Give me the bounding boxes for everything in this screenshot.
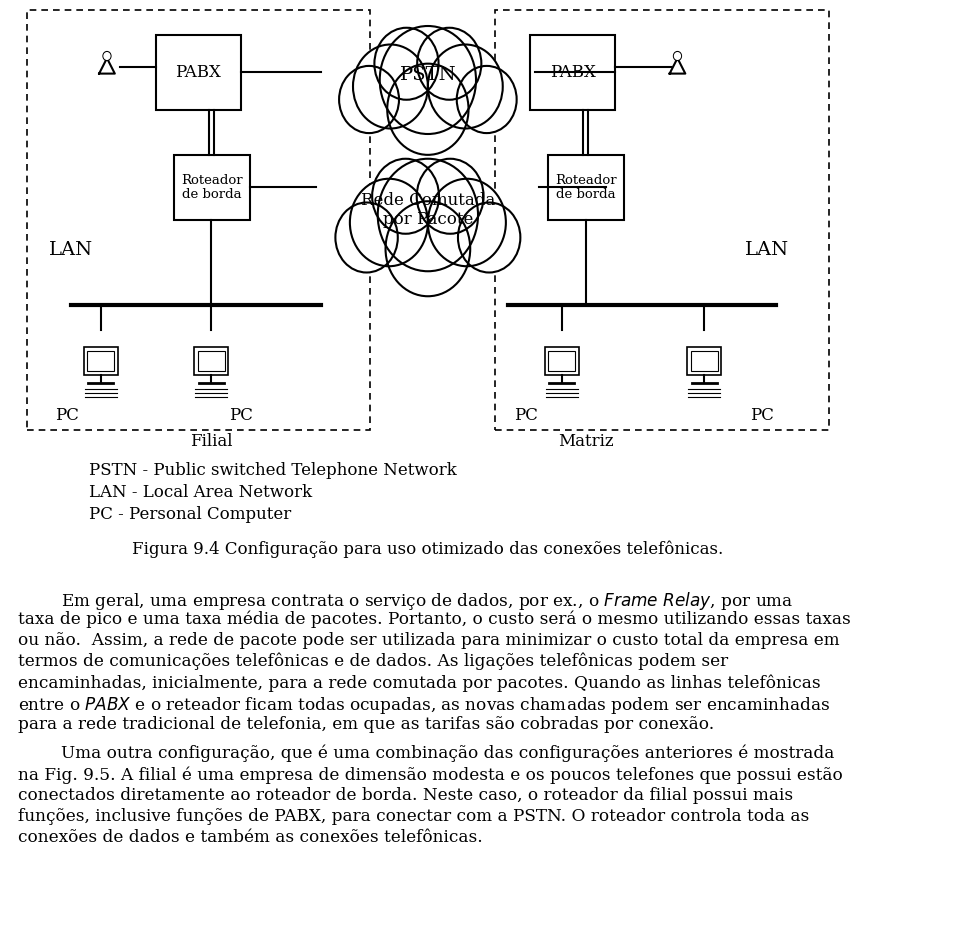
Circle shape xyxy=(675,53,681,59)
Text: PABX: PABX xyxy=(176,64,221,81)
Circle shape xyxy=(335,203,397,273)
Bar xyxy=(27,10,370,430)
Bar xyxy=(84,347,118,375)
Circle shape xyxy=(428,178,506,266)
Text: para a rede tradicional de telefonia, em que as tarifas são cobradas por conexão: para a rede tradicional de telefonia, em… xyxy=(18,716,714,733)
Circle shape xyxy=(374,27,439,100)
Bar xyxy=(687,347,721,375)
Bar xyxy=(194,347,228,375)
Text: LAN: LAN xyxy=(49,241,93,259)
Text: conectados diretamente ao roteador de borda. Neste caso, o roteador da filial po: conectados diretamente ao roteador de bo… xyxy=(18,787,793,804)
Text: termos de comunicações telefônicas e de dados. As ligações telefônicas podem ser: termos de comunicações telefônicas e de … xyxy=(18,653,728,670)
Bar xyxy=(87,351,114,371)
Text: Rede Comutada
por Pacote: Rede Comutada por Pacote xyxy=(361,192,495,228)
Circle shape xyxy=(386,201,470,296)
Text: Matriz: Matriz xyxy=(558,433,613,450)
Text: PC - Personal Computer: PC - Personal Computer xyxy=(89,506,292,523)
Text: Filial: Filial xyxy=(190,433,232,450)
Circle shape xyxy=(104,53,109,59)
Text: Roteador
de borda: Roteador de borda xyxy=(180,174,243,201)
Text: LAN: LAN xyxy=(745,241,789,259)
Bar xyxy=(544,347,579,375)
Text: entre o $\it{PABX}$ e o reteador ficam todas ocupadas, as novas chamadas podem s: entre o $\it{PABX}$ e o reteador ficam t… xyxy=(18,695,830,716)
Polygon shape xyxy=(670,59,685,74)
Text: LAN - Local Area Network: LAN - Local Area Network xyxy=(89,484,312,501)
Text: conexões de dados e também as conexões telefônicas.: conexões de dados e também as conexões t… xyxy=(18,829,483,846)
Bar xyxy=(530,35,615,110)
Text: Roteador
de borda: Roteador de borda xyxy=(555,174,617,201)
Circle shape xyxy=(372,159,439,234)
Text: Figura 9.4 Configuração para uso otimizado das conexões telefônicas.: Figura 9.4 Configuração para uso otimiza… xyxy=(132,540,724,558)
Text: PSTN - Public switched Telephone Network: PSTN - Public switched Telephone Network xyxy=(89,462,457,479)
Bar xyxy=(174,155,250,220)
Circle shape xyxy=(387,63,468,155)
Bar xyxy=(494,10,829,430)
Polygon shape xyxy=(99,59,115,74)
Circle shape xyxy=(417,159,484,234)
Text: PC: PC xyxy=(55,407,79,424)
Circle shape xyxy=(339,66,399,133)
Text: funções, inclusive funções de PABX, para conectar com a PSTN. O roteador control: funções, inclusive funções de PABX, para… xyxy=(18,808,809,825)
Text: na Fig. 9.5. A filial é uma empresa de dimensão modesta e os poucos telefones qu: na Fig. 9.5. A filial é uma empresa de d… xyxy=(18,766,843,784)
Bar xyxy=(156,35,241,110)
Text: Uma outra configuração, que é uma combinação das configurações anteriores é most: Uma outra configuração, que é uma combin… xyxy=(18,745,834,763)
Bar xyxy=(548,155,624,220)
Circle shape xyxy=(380,26,476,134)
Circle shape xyxy=(103,52,111,60)
Text: ou não.  Assim, a rede de pacote pode ser utilizada para minimizar o custo total: ou não. Assim, a rede de pacote pode ser… xyxy=(18,632,839,649)
Text: Em geral, uma empresa contrata o serviço de dados, por ex., o $\it{Frame\ Relay}: Em geral, uma empresa contrata o serviço… xyxy=(60,590,793,612)
Bar xyxy=(198,351,225,371)
Text: taxa de pico e uma taxa média de pacotes. Portanto, o custo será o mesmo utiliza: taxa de pico e uma taxa média de pacotes… xyxy=(18,611,851,629)
Circle shape xyxy=(349,178,428,266)
Text: PSTN: PSTN xyxy=(399,66,456,84)
Text: PABX: PABX xyxy=(550,64,595,81)
Text: PC: PC xyxy=(750,407,774,424)
Circle shape xyxy=(457,66,516,133)
Circle shape xyxy=(353,44,428,128)
Bar xyxy=(691,351,717,371)
Circle shape xyxy=(418,27,481,100)
Text: PC: PC xyxy=(514,407,538,424)
Text: encaminhadas, inicialmente, para a rede comutada por pacotes. Quando as linhas t: encaminhadas, inicialmente, para a rede … xyxy=(18,674,821,692)
Text: PC: PC xyxy=(228,407,252,424)
Circle shape xyxy=(458,203,520,273)
Circle shape xyxy=(428,44,503,128)
Bar xyxy=(548,351,575,371)
Circle shape xyxy=(377,159,478,271)
Circle shape xyxy=(674,52,682,60)
